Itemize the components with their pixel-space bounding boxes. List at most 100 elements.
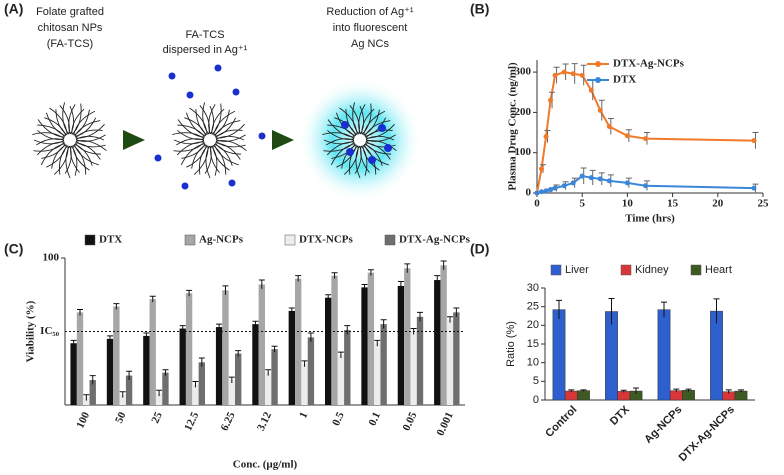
error-bar — [556, 299, 562, 319]
bar — [380, 324, 387, 405]
nanocluster — [368, 156, 376, 164]
bar — [185, 293, 193, 405]
strand — [214, 123, 245, 139]
strand — [74, 123, 105, 139]
x-tick-label: 3.12 — [255, 410, 274, 433]
point — [624, 180, 630, 186]
strand — [205, 144, 211, 179]
bar — [192, 384, 199, 405]
strand — [59, 105, 70, 136]
ion — [232, 88, 240, 96]
x-axis-label: Time (hrs) — [625, 213, 675, 225]
strand — [364, 140, 396, 148]
error-bar — [216, 323, 223, 331]
ion — [228, 179, 236, 187]
strand — [195, 109, 209, 136]
strand — [33, 141, 66, 152]
y-tick-label: 100 — [43, 252, 60, 264]
point — [588, 87, 594, 93]
error-bar — [295, 275, 302, 282]
point — [548, 97, 554, 103]
strand — [44, 117, 67, 137]
error-bar — [307, 332, 314, 342]
strand — [74, 134, 106, 142]
strand — [354, 144, 362, 174]
error-bar — [107, 335, 113, 342]
bar — [265, 372, 272, 405]
x-tick-label: 15 — [667, 198, 679, 210]
y-tick-label: 25 — [527, 301, 539, 313]
bar — [222, 290, 229, 405]
point — [552, 72, 558, 78]
error-bar — [367, 269, 374, 276]
strand — [213, 143, 233, 166]
error-bar — [620, 389, 627, 393]
legend-swatch — [384, 234, 396, 246]
bar — [228, 380, 235, 405]
ion — [168, 72, 176, 80]
point — [642, 183, 648, 189]
strand — [210, 144, 220, 173]
point — [548, 187, 554, 193]
strand — [181, 142, 207, 159]
strand — [71, 144, 87, 175]
strand — [177, 124, 206, 139]
strand — [72, 110, 96, 137]
strand — [73, 143, 99, 166]
chart: 100 Viability (%) Conc. (µg/ml) 100 50 25 12.5… — [25, 234, 471, 471]
strand — [359, 105, 365, 136]
strand — [72, 109, 90, 137]
strand — [352, 102, 360, 136]
strand — [326, 141, 356, 156]
point — [751, 185, 757, 191]
error-bar — [265, 369, 272, 376]
step-text: (FA-TCS) — [47, 38, 93, 50]
strand — [209, 105, 215, 136]
arrow — [123, 130, 145, 150]
point — [579, 173, 585, 179]
strand — [177, 130, 206, 140]
point — [579, 72, 585, 78]
strand — [71, 103, 82, 136]
strand — [176, 138, 206, 146]
core — [354, 134, 366, 146]
panel-label: (B) — [470, 1, 489, 17]
strand — [362, 110, 386, 137]
legend-swatch — [690, 264, 702, 276]
error-bar — [673, 388, 680, 393]
strand — [364, 123, 395, 139]
error-bar — [380, 319, 387, 329]
step-text: Reduction of Ag⁺¹ — [326, 6, 413, 18]
x-tick-label: Ag-NCPs — [642, 404, 684, 446]
strand — [74, 140, 107, 152]
strand — [362, 144, 380, 171]
nanocluster — [341, 121, 349, 129]
strand — [64, 144, 72, 174]
bar — [295, 278, 302, 405]
strand — [214, 141, 241, 155]
error-bar — [143, 332, 150, 339]
x-tick-label: 5 — [579, 198, 585, 210]
strand — [191, 143, 208, 169]
strand — [213, 143, 239, 166]
bar — [106, 338, 114, 405]
strand — [214, 129, 243, 139]
ion — [186, 91, 194, 99]
error-bar — [447, 316, 453, 323]
strand — [37, 130, 66, 140]
bar — [453, 312, 460, 405]
strand — [363, 117, 387, 138]
bar — [162, 372, 169, 405]
bar — [76, 312, 84, 405]
error-bar — [89, 375, 96, 385]
bar — [155, 393, 163, 405]
bar — [331, 275, 338, 405]
error-bar — [186, 289, 193, 297]
strand — [211, 103, 222, 136]
legend-label: DTX-NCPs — [299, 234, 353, 246]
strand — [211, 108, 225, 136]
strand — [199, 105, 210, 136]
bar — [440, 265, 447, 405]
error-bar — [252, 320, 259, 328]
